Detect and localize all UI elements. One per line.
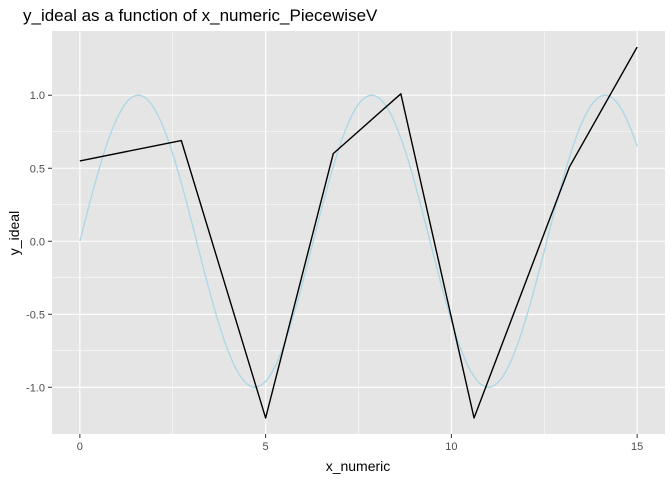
x-axis-title: x_numeric xyxy=(326,458,391,474)
y-tick-label: 1.0 xyxy=(30,90,45,102)
grid-major xyxy=(52,31,665,434)
y-tick-label: 0.5 xyxy=(30,163,45,175)
series-line-sine xyxy=(79,94,638,388)
y-axis-title: y_ideal xyxy=(6,211,22,255)
x-tick-label: 10 xyxy=(445,441,457,453)
series-line-piecewise xyxy=(79,46,638,419)
y-tick-label: 0.0 xyxy=(30,236,45,248)
chart-title: y_ideal as a function of x_numeric_Piece… xyxy=(23,6,378,25)
y-tick-label: -1.0 xyxy=(26,382,45,394)
series-layer xyxy=(79,46,638,419)
x-axis: 0 5 10 15 xyxy=(77,434,643,453)
x-tick-label: 0 xyxy=(77,441,83,453)
x-tick-label: 15 xyxy=(631,441,643,453)
y-axis: -1.0 -0.5 0.0 0.5 1.0 xyxy=(26,90,52,394)
y-tick-label: -0.5 xyxy=(26,309,45,321)
x-tick-label: 5 xyxy=(263,441,269,453)
